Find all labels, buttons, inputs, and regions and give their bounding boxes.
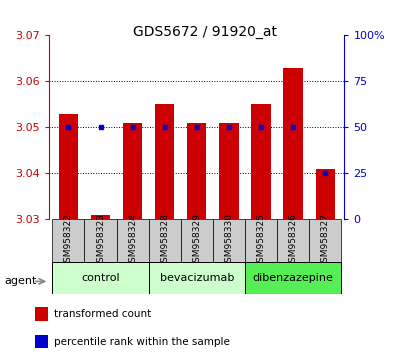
Bar [35, 335, 48, 348]
Bar [91, 215, 110, 219]
Bar [52, 219, 84, 262]
Bar [180, 219, 212, 262]
Bar [148, 219, 180, 262]
Text: percentile rank within the sample: percentile rank within the sample [54, 337, 229, 347]
Text: GSM958329: GSM958329 [192, 213, 201, 268]
Bar [283, 68, 302, 219]
Text: GSM958325: GSM958325 [256, 213, 265, 268]
Text: GSM958327: GSM958327 [320, 213, 329, 268]
Text: GSM958330: GSM958330 [224, 213, 233, 268]
Bar [35, 307, 48, 321]
Bar [187, 123, 206, 219]
Text: GSM958324: GSM958324 [128, 213, 137, 268]
Bar [315, 169, 334, 219]
Text: GSM958328: GSM958328 [160, 213, 169, 268]
Bar [52, 262, 148, 294]
Bar [123, 123, 142, 219]
Text: GSM958326: GSM958326 [288, 213, 297, 268]
Bar [244, 262, 340, 294]
Text: agent: agent [4, 276, 36, 286]
Bar [116, 219, 148, 262]
Text: control: control [81, 273, 119, 283]
Text: GSM958323: GSM958323 [96, 213, 105, 268]
Bar [244, 219, 276, 262]
Bar [148, 262, 244, 294]
Bar [219, 123, 238, 219]
Bar [212, 219, 244, 262]
Text: bevacizumab: bevacizumab [159, 273, 234, 283]
Bar [58, 114, 78, 219]
Bar [84, 219, 116, 262]
Text: GSM958322: GSM958322 [64, 213, 73, 268]
Bar [251, 104, 270, 219]
Text: transformed count: transformed count [54, 309, 151, 319]
Bar [155, 104, 174, 219]
Text: dibenzazepine: dibenzazepine [252, 273, 333, 283]
Text: GDS5672 / 91920_at: GDS5672 / 91920_at [133, 25, 276, 39]
Bar [276, 219, 308, 262]
Bar [308, 219, 340, 262]
